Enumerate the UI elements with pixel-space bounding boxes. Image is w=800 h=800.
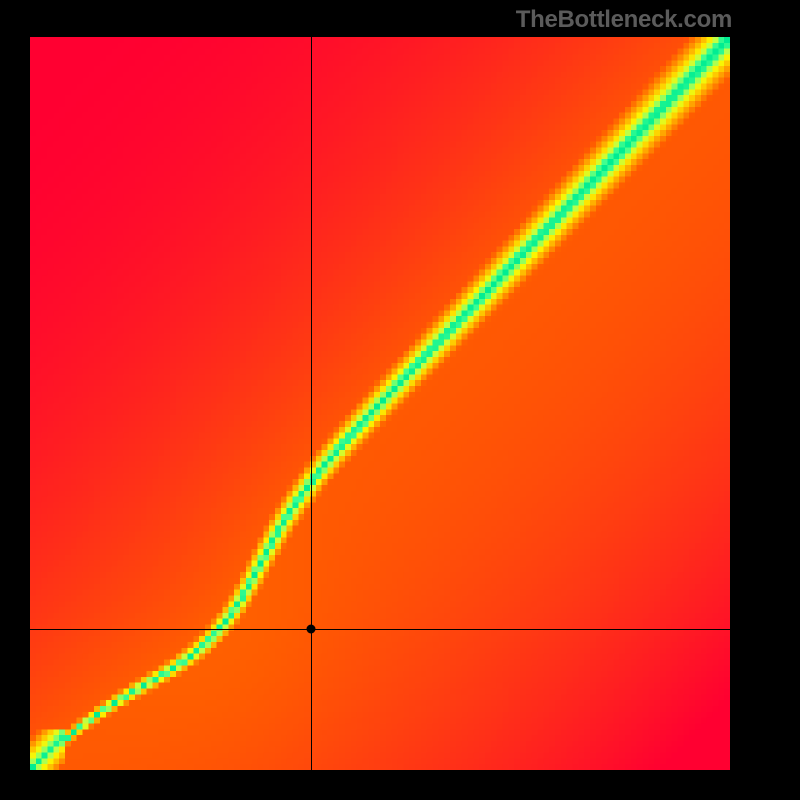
heatmap-plot-area <box>30 37 730 770</box>
attribution-text: TheBottleneck.com <box>516 6 732 34</box>
crosshair-marker-dot <box>306 624 315 633</box>
heatmap-canvas <box>30 37 730 770</box>
crosshair-vertical-line <box>311 37 312 770</box>
crosshair-horizontal-line <box>30 629 730 630</box>
chart-outer-frame: TheBottleneck.com <box>0 0 800 800</box>
